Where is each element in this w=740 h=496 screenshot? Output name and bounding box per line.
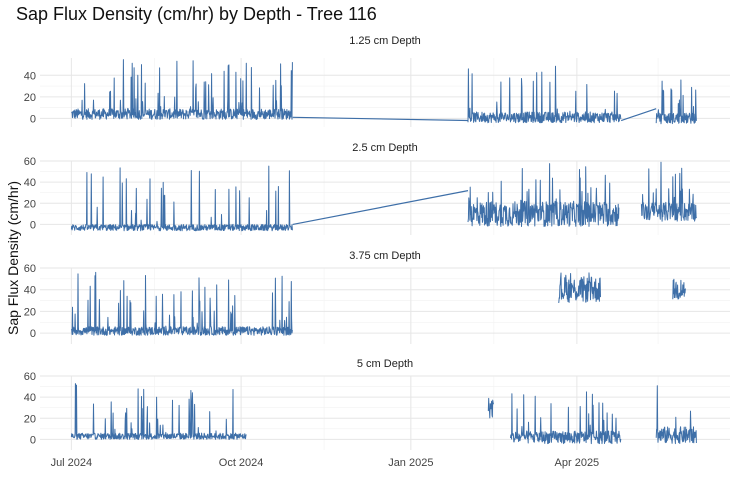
y-tick-label: 60: [24, 263, 36, 275]
y-tick-label: 40: [24, 285, 36, 297]
series-line-segment: [655, 385, 697, 445]
y-tick-label: 20: [24, 306, 36, 318]
facet-label: 1.25 cm Depth: [349, 35, 421, 47]
chart-title: Sap Flux Density (cm/hr) by Depth - Tree…: [16, 4, 377, 24]
series-line-segment: [640, 161, 697, 222]
series-line-segment: [487, 397, 494, 419]
x-tick-label: Jul 2024: [51, 457, 93, 469]
facet-0: 1.25 cm Depth 0 20 40: [24, 35, 730, 127]
series-line-segment: [467, 163, 620, 227]
y-tick-label: 40: [24, 70, 36, 82]
series-line-segment: [558, 272, 601, 303]
series-line-segment: [70, 271, 293, 336]
x-tick-label: Oct 2024: [219, 457, 264, 469]
series-line-segment: [672, 278, 686, 300]
facet-label: 2.5 cm Depth: [352, 142, 417, 154]
y-tick-label: 0: [30, 328, 36, 340]
y-tick-label: 0: [30, 219, 36, 231]
y-tick-label: 20: [24, 198, 36, 210]
gap-connector-line: [292, 116, 469, 122]
y-tick-label: 40: [24, 177, 36, 189]
y-tick-label: 40: [24, 392, 36, 404]
y-tick-label: 60: [24, 156, 36, 168]
y-tick-label: 0: [30, 113, 36, 125]
series-line-segment: [71, 59, 293, 120]
facet-1: 2.5 cm Depth 0 20 40 60: [24, 142, 730, 235]
y-tick-label: 0: [30, 434, 36, 446]
series-line-segment: [467, 65, 622, 124]
series-line-segment: [70, 165, 293, 232]
series-line-segment: [70, 383, 247, 440]
gap-connector-line: [292, 190, 469, 226]
facet-3: 5 cm Depth 0 20 40 60: [24, 358, 730, 450]
y-tick-label: 60: [24, 371, 36, 383]
facet-2: 3.75 cm Depth 0 20 40 60: [24, 250, 730, 344]
gap-connector-line: [620, 108, 657, 122]
series-line-segment: [655, 79, 697, 125]
facet-label: 3.75 cm Depth: [349, 250, 421, 262]
x-tick-label: Jan 2025: [388, 457, 433, 469]
x-tick-label: Apr 2025: [555, 457, 600, 469]
y-axis-label: Sap Flux Density (cm/hr): [5, 181, 21, 335]
y-tick-label: 20: [24, 413, 36, 425]
facet-label: 5 cm Depth: [357, 358, 413, 370]
y-tick-label: 20: [24, 92, 36, 104]
series-line-segment: [510, 391, 622, 445]
